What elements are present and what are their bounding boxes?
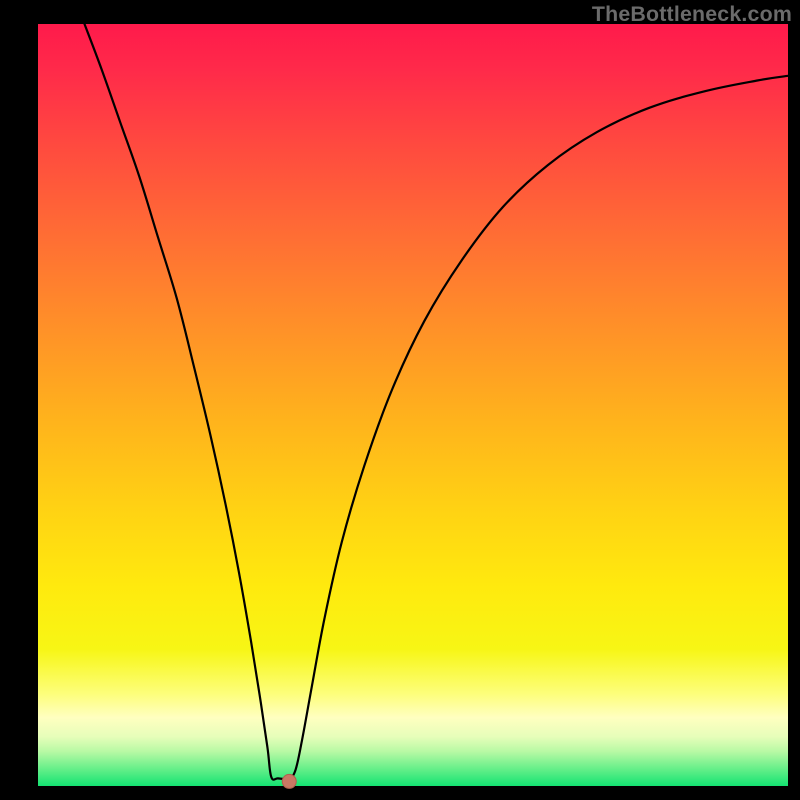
bottleneck-chart: TheBottleneck.com — [0, 0, 800, 800]
plot-background — [38, 24, 788, 786]
optimal-point-marker — [282, 774, 296, 788]
chart-svg — [0, 0, 800, 800]
watermark-text: TheBottleneck.com — [592, 2, 792, 27]
